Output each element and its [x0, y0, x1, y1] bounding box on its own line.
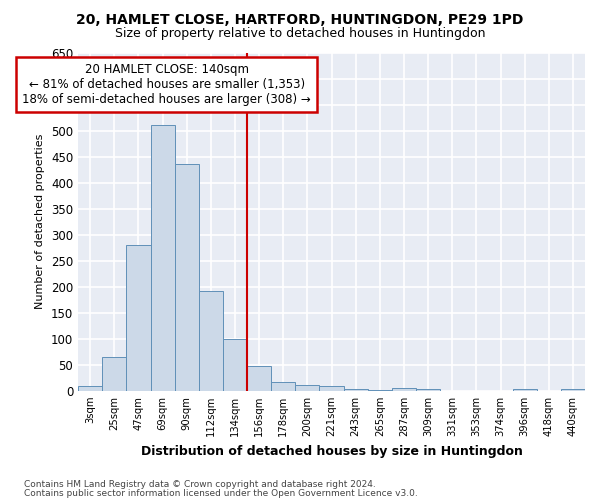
X-axis label: Distribution of detached houses by size in Huntingdon: Distribution of detached houses by size …: [140, 444, 523, 458]
Text: 20 HAMLET CLOSE: 140sqm
← 81% of detached houses are smaller (1,353)
18% of semi: 20 HAMLET CLOSE: 140sqm ← 81% of detache…: [22, 62, 311, 106]
Bar: [247, 366, 271, 391]
Bar: [416, 389, 440, 391]
Text: Contains HM Land Registry data © Crown copyright and database right 2024.: Contains HM Land Registry data © Crown c…: [24, 480, 376, 489]
Bar: [561, 390, 585, 391]
Text: 20, HAMLET CLOSE, HARTFORD, HUNTINGDON, PE29 1PD: 20, HAMLET CLOSE, HARTFORD, HUNTINGDON, …: [76, 12, 524, 26]
Bar: [512, 390, 537, 391]
Bar: [151, 126, 175, 391]
Bar: [295, 385, 319, 391]
Bar: [344, 389, 368, 391]
Bar: [199, 291, 223, 391]
Bar: [319, 386, 344, 391]
Text: Contains public sector information licensed under the Open Government Licence v3: Contains public sector information licen…: [24, 489, 418, 498]
Bar: [78, 386, 102, 391]
Bar: [175, 164, 199, 391]
Bar: [368, 390, 392, 391]
Bar: [223, 339, 247, 391]
Y-axis label: Number of detached properties: Number of detached properties: [35, 134, 46, 310]
Bar: [102, 357, 127, 391]
Bar: [392, 388, 416, 391]
Bar: [271, 382, 295, 391]
Bar: [127, 245, 151, 391]
Text: Size of property relative to detached houses in Huntingdon: Size of property relative to detached ho…: [115, 28, 485, 40]
